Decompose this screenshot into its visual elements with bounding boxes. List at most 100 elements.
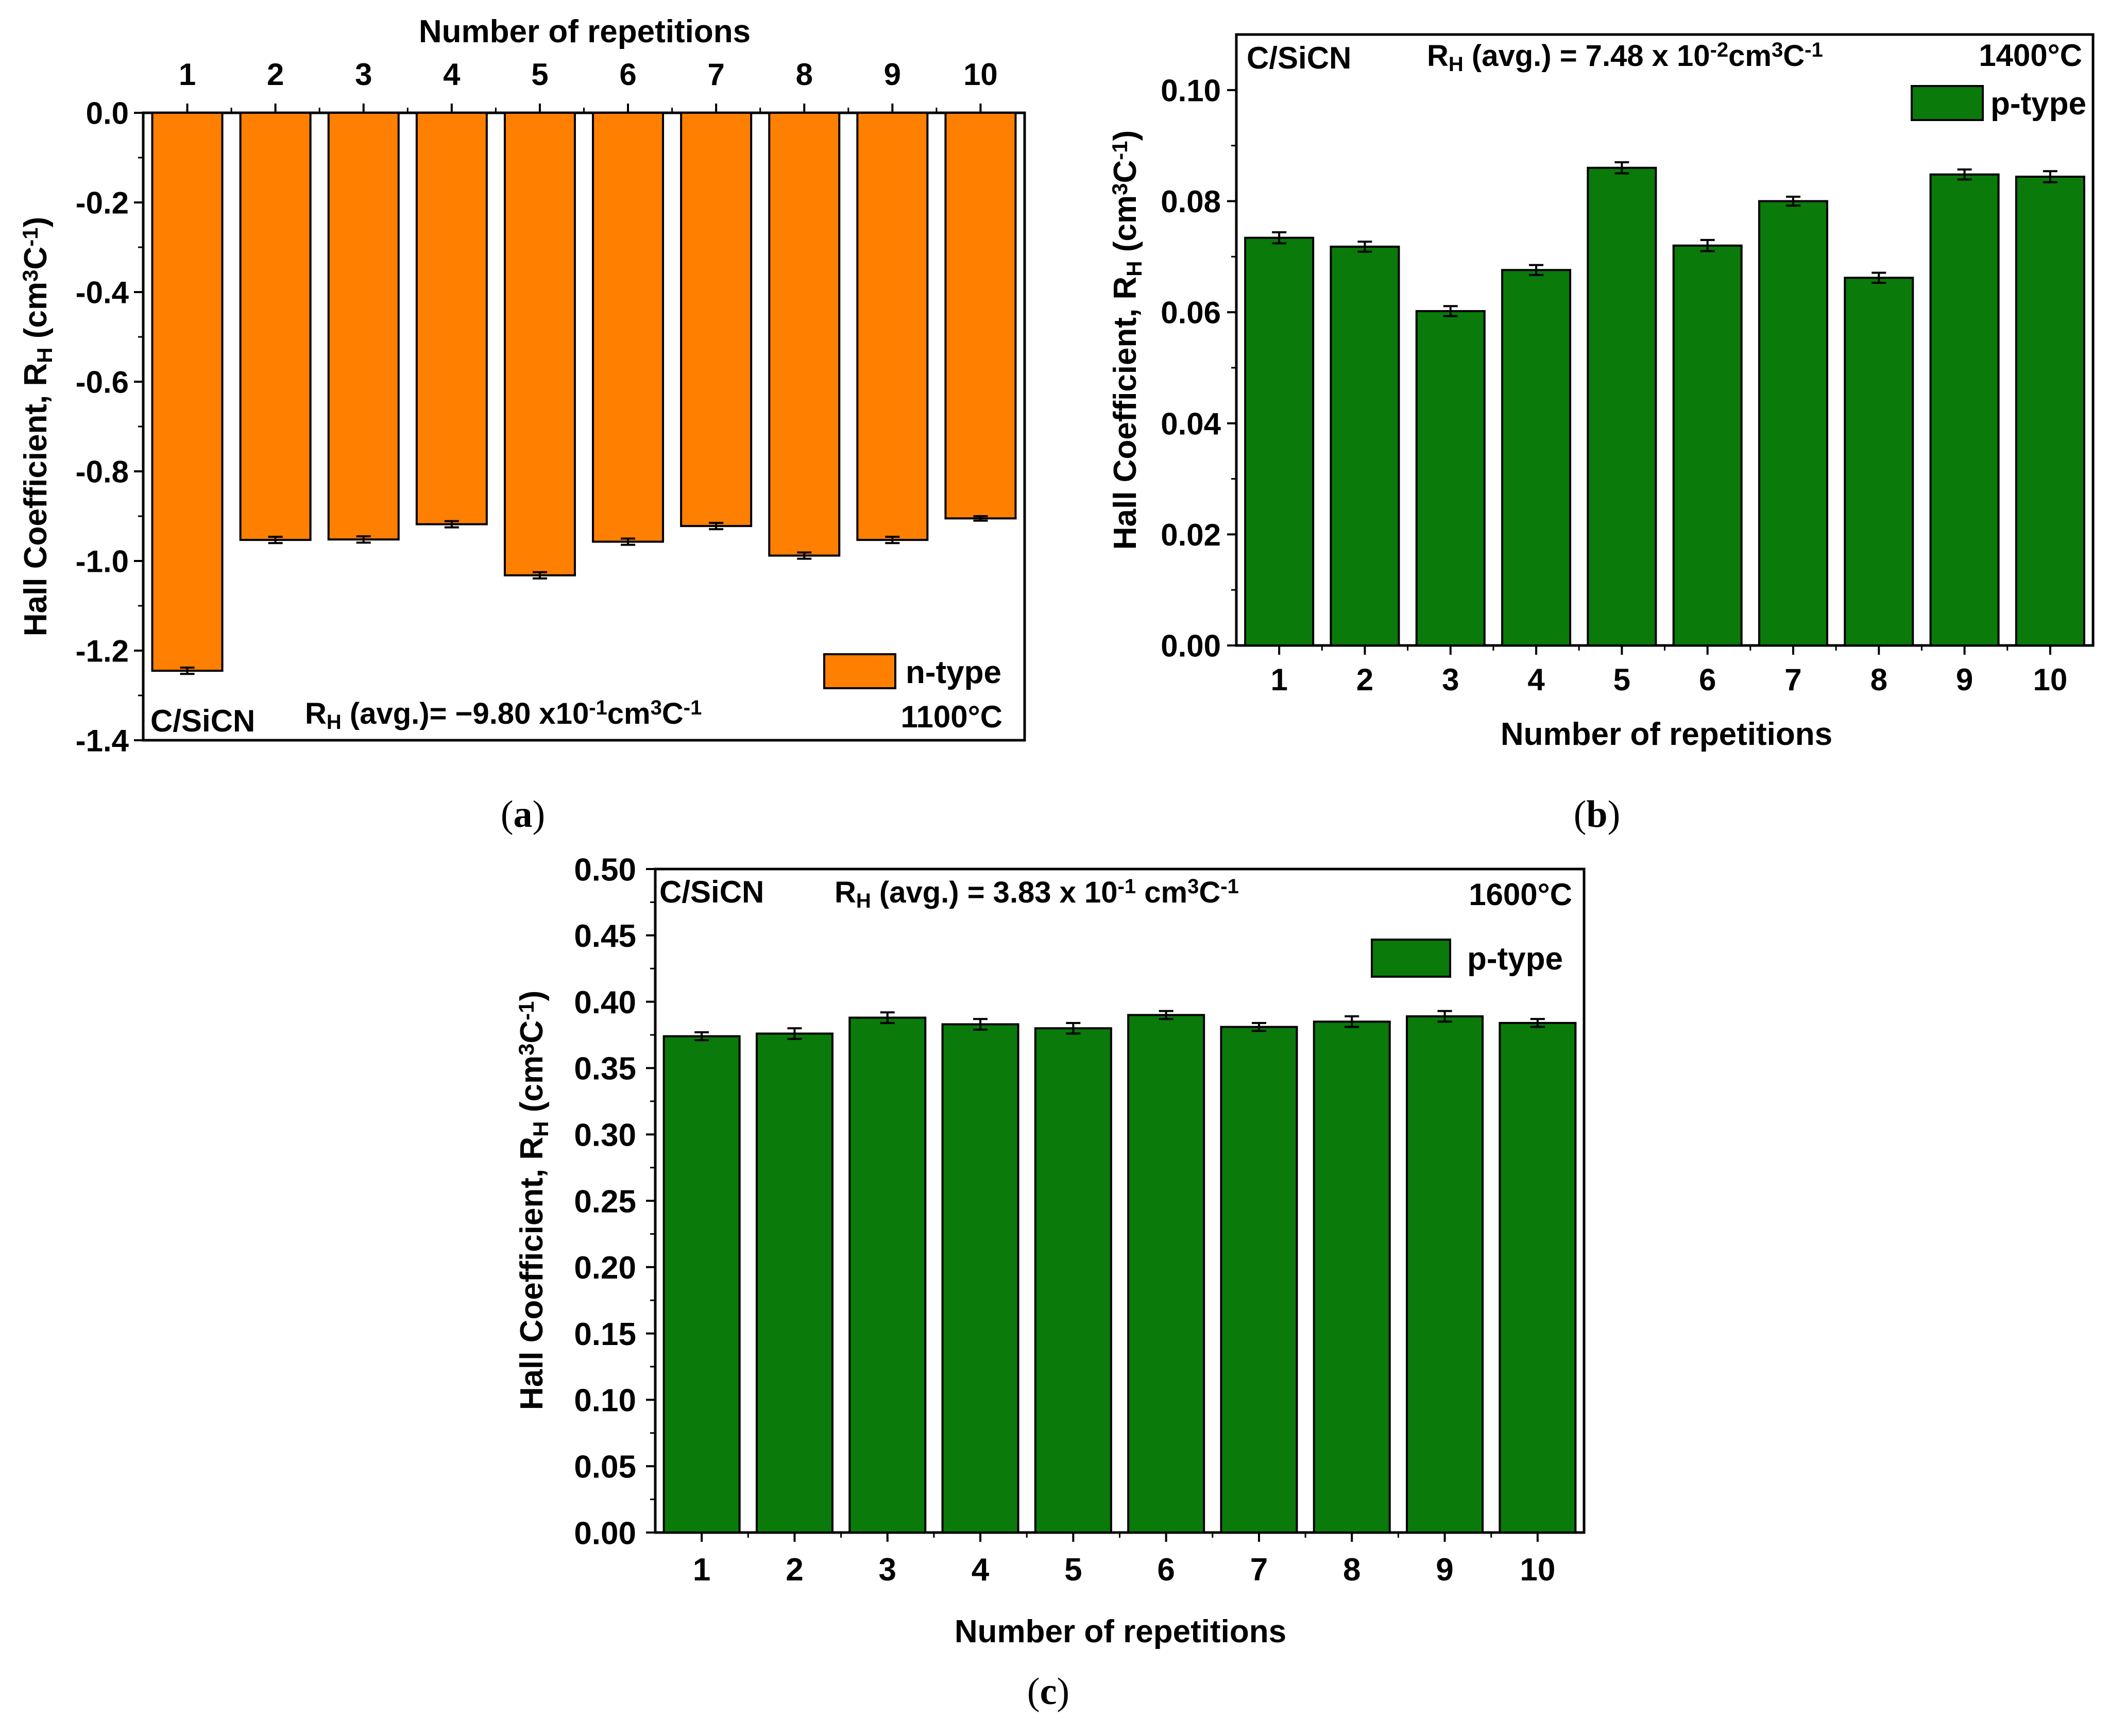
panel-a-xtick-label: 3 <box>355 57 372 92</box>
panel-a-xtick-label: 1 <box>179 57 196 92</box>
panel-c-xtick-label: 7 <box>1250 1552 1268 1588</box>
panel-a-bar-5 <box>503 112 576 576</box>
panel-b-errorbar-9 <box>1957 168 1972 181</box>
panel-b-errorbar-2 <box>1357 241 1372 253</box>
panel-a-xtick-label: 10 <box>963 57 998 92</box>
panel-a-bar-1 <box>151 112 224 672</box>
panel-c-xtick-label: 3 <box>879 1552 896 1588</box>
panel-b-bar-6 <box>1672 244 1743 646</box>
panel-c-ytick-label: 0.20 <box>574 1250 636 1286</box>
panel-b-xlabel: Number of repetitions <box>1501 717 1832 752</box>
panel-a-xtick-label: 2 <box>267 57 284 92</box>
panel-a-errorbar-2 <box>268 536 283 544</box>
panel-c-ytick-label: 0.15 <box>574 1317 636 1352</box>
panel-b-xtick-label: 1 <box>1270 662 1287 697</box>
panel-a-errorbar-4 <box>444 520 459 529</box>
panel-b-xtick-label: 6 <box>1699 662 1716 697</box>
panel-c: 0.00 0.05 0.10 0.15 0.20 0.25 0.30 0.35 0.40 0.45… <box>514 852 1586 1649</box>
panel-a-bar-4 <box>415 112 488 525</box>
panel-b-ytick-label: 0.00 <box>1161 629 1221 663</box>
panel-b-errorbar-10 <box>2043 170 2057 183</box>
panel-b-legend-swatch <box>1911 85 1984 121</box>
panel-c-ytick-label: 0.10 <box>574 1383 636 1419</box>
panel-c-errorbar-6 <box>1159 1010 1173 1020</box>
panel-b: 0.00 0.02 0.04 0.06 0.08 0.10 1 2 3 4 5 6 7 8 9 10 Num… <box>1108 33 2095 752</box>
panel-b-bar-9 <box>1929 173 2000 646</box>
panel-a-ytick-label: -0.4 <box>76 276 129 310</box>
panel-a-ytick-label: -1.0 <box>76 544 129 579</box>
panel-a-bar-6 <box>592 112 665 543</box>
panel-a-ytick-label: 0.0 <box>86 96 129 131</box>
panel-c-ytick-label: 0.45 <box>574 918 636 954</box>
panel-c-errorbar-10 <box>1530 1018 1545 1028</box>
panel-a-ytick-label: -0.2 <box>76 186 129 220</box>
panel-c-errorbar-9 <box>1437 1010 1452 1023</box>
panel-a-temperature: 1100°C <box>901 700 1003 734</box>
panel-c-xtick-label: 5 <box>1064 1552 1082 1588</box>
panel-b-xtick-label: 8 <box>1870 662 1887 697</box>
panel-b-bar-5 <box>1587 166 1657 647</box>
panel-c-ytick-label: 0.50 <box>574 852 636 888</box>
panel-a-ytick-label: -1.2 <box>76 634 129 669</box>
caption-a: (a) <box>501 793 545 836</box>
panel-b-xtick-label: 3 <box>1442 662 1459 697</box>
panel-c-errorbar-4 <box>973 1018 988 1031</box>
panel-b-bar-3 <box>1415 310 1486 646</box>
panel-c-errorbar-5 <box>1066 1022 1081 1035</box>
panel-c-bar-2 <box>755 1032 834 1534</box>
panel-a-ytick-label: -0.6 <box>76 365 129 400</box>
panel-c-ytick-label: 0.25 <box>574 1184 636 1219</box>
panel-c-ytick-label: 0.40 <box>574 985 636 1020</box>
panel-a-ytick-label: -1.4 <box>76 724 129 758</box>
panel-a-xlabel: Number of repetitions <box>419 14 751 49</box>
panel-c-bar-7 <box>1220 1026 1298 1534</box>
panel-b-ytick-label: 0.02 <box>1161 518 1221 552</box>
panel-a-errorbar-1 <box>180 667 195 675</box>
panel-b-bar-10 <box>2015 176 2085 647</box>
panel-c-xtick-label: 1 <box>693 1552 710 1588</box>
panel-a-errorbar-10 <box>973 515 988 522</box>
panel-b-xtick-label: 5 <box>1613 662 1630 697</box>
panel-c-bar-3 <box>848 1016 927 1534</box>
panel-c-ylabel: Hall Coefficient, RH (cm3C-1) <box>514 991 553 1410</box>
panel-c-xtick-label: 9 <box>1436 1552 1453 1588</box>
panel-a-errorbar-3 <box>356 535 371 544</box>
panel-b-legend-label: p-type <box>1991 86 2086 122</box>
panel-a-legend-label: n-type <box>906 655 1001 690</box>
panel-a-errorbar-6 <box>621 537 636 546</box>
panel-b-bar-8 <box>1844 277 1914 646</box>
panel-b-material: C/SiCN <box>1247 41 1351 75</box>
panel-b-bar-2 <box>1330 245 1400 646</box>
panel-b-xtick-label: 10 <box>2033 662 2067 697</box>
panel-b-ytick-label: 0.06 <box>1161 296 1221 330</box>
panel-c-legend-swatch <box>1371 939 1451 978</box>
panel-c-ytick-label: 0.00 <box>574 1516 636 1551</box>
panel-c-avg-annotation: RH (avg.) = 3.83 x 10-1 cm3C-1 <box>835 875 1239 912</box>
panel-a-ytick-label: -0.8 <box>76 455 129 489</box>
panel-c-bar-8 <box>1313 1020 1391 1534</box>
panel-c-legend-label: p-type <box>1467 941 1563 977</box>
panel-a-ylabel: Hall Coefficient, RH (cm3C-1) <box>18 217 57 637</box>
panel-b-xtick-label: 2 <box>1356 662 1373 697</box>
panel-c-xtick-label: 4 <box>972 1552 990 1588</box>
panel-c-ytick-label: 0.30 <box>574 1118 636 1153</box>
panel-c-temperature: 1600°C <box>1469 877 1572 912</box>
panel-b-bar-7 <box>1758 200 1828 647</box>
panel-b-errorbar-5 <box>1614 161 1629 175</box>
panel-b-errorbar-4 <box>1529 264 1544 276</box>
panel-c-bar-1 <box>662 1035 741 1534</box>
panel-a-bar-2 <box>239 112 312 541</box>
panel-b-errorbar-6 <box>1700 239 1715 252</box>
panel-c-bar-4 <box>941 1023 1019 1534</box>
panel-c-xtick-label: 10 <box>1520 1552 1555 1588</box>
panel-b-bar-1 <box>1244 236 1315 646</box>
panel-b-bar-4 <box>1501 269 1572 646</box>
panel-a-bar-10 <box>944 112 1017 520</box>
panel-c-errorbar-2 <box>787 1027 802 1040</box>
panel-c-bar-10 <box>1499 1022 1577 1534</box>
panel-c-ytick-label: 0.35 <box>574 1051 636 1087</box>
panel-a-xtick-label: 9 <box>884 57 901 92</box>
panel-a-legend-swatch <box>823 653 896 689</box>
panel-a-xtick-label: 4 <box>443 57 461 92</box>
